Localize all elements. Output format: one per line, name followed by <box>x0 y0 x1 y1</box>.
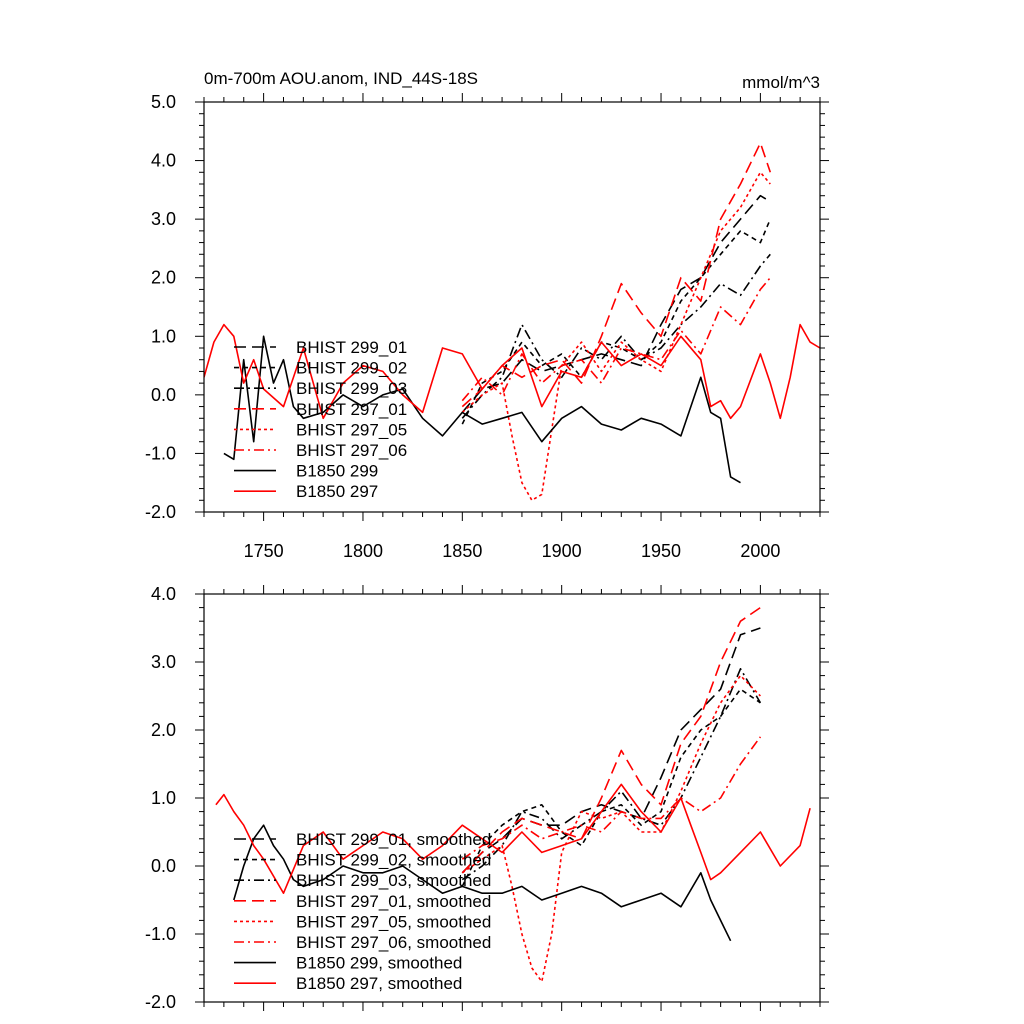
y-tick-label: -2.0 <box>145 502 176 522</box>
legend-label: B1850 299 <box>296 462 378 481</box>
y-tick-label: 0.0 <box>151 856 176 876</box>
legend-label: B1850 297, smoothed <box>296 974 462 993</box>
plot-frame <box>203 101 821 513</box>
top-panel: 1750 1800 1850 1900 1950 2000 -2.0 -1.0 0.0 1.0 2.… <box>145 92 829 561</box>
units-label: mmol/m^3 <box>742 73 820 92</box>
y-tick-label: -1.0 <box>145 443 176 463</box>
legend-label: BHIST 299_03 <box>296 379 407 398</box>
series-group <box>204 142 820 502</box>
legend-label: BHIST 297_01 <box>296 400 407 419</box>
y-tick-label: 3.0 <box>151 652 176 672</box>
y-tick-label: 1.0 <box>151 788 176 808</box>
x-tick-label: 2000 <box>740 541 780 561</box>
series-line-1 <box>461 194 771 413</box>
legend-label: BHIST 297_06, smoothed <box>296 933 491 952</box>
series-group <box>215 606 811 983</box>
legend-label: BHIST 297_01, smoothed <box>296 892 491 911</box>
x-tick-label: 1850 <box>442 541 482 561</box>
y-tick-label: 3.0 <box>151 209 176 229</box>
y-tick-label: 4.0 <box>151 151 176 171</box>
series-line-4 <box>461 142 772 408</box>
series-line-5 <box>461 171 771 502</box>
legend: BHIST 299_01, smoothed BHIST 299_02, smoo… <box>234 830 491 993</box>
series-line-8 <box>204 323 820 420</box>
series-line-1 <box>461 627 761 874</box>
legend-label: BHIST 299_01 <box>296 338 407 357</box>
series-line-5 <box>461 674 761 983</box>
legend-label: BHIST 297_05, smoothed <box>296 912 491 931</box>
series-line-6 <box>461 277 771 402</box>
legend-label: BHIST 299_01, smoothed <box>296 830 491 849</box>
x-tick-label: 1900 <box>542 541 582 561</box>
x-tick-label: 1800 <box>343 541 383 561</box>
series-line-3 <box>461 668 762 881</box>
legend-label: BHIST 299_03, smoothed <box>296 871 491 890</box>
bottom-panel: -2.0 -1.0 0.0 1.0 2.0 3.0 4.0 BHIST 299_01, smo… <box>145 584 829 1012</box>
x-tick-label: 1750 <box>244 541 284 561</box>
legend-label: B1850 299, smoothed <box>296 954 462 973</box>
plot-title: 0m-700m AOU.anom, IND_44S-18S <box>204 69 478 88</box>
series-line-7 <box>223 335 741 484</box>
legend-label: BHIST 297_06 <box>296 441 407 460</box>
legend-label: BHIST 299_02, smoothed <box>296 851 491 870</box>
series-line-2 <box>461 688 761 887</box>
y-tick-label: 2.0 <box>151 268 176 288</box>
series-line-3 <box>461 253 771 419</box>
y-tick-label: 2.0 <box>151 720 176 740</box>
x-tick-label: 1950 <box>641 541 681 561</box>
series-line-8 <box>215 783 811 894</box>
y-tick-label: 1.0 <box>151 326 176 346</box>
y-tick-label: 0.0 <box>151 385 176 405</box>
series-line-4 <box>461 606 761 874</box>
y-tick-label: -1.0 <box>145 924 176 944</box>
y-tick-label: 4.0 <box>151 584 176 604</box>
series-line-2 <box>461 218 772 425</box>
y-tick-label: -2.0 <box>145 992 176 1012</box>
legend-label: B1850 297 <box>296 482 378 501</box>
y-tick-label: 5.0 <box>151 92 176 112</box>
series-line-7 <box>233 824 732 942</box>
legend-label: BHIST 297_05 <box>296 420 407 439</box>
legend-label: BHIST 299_02 <box>296 359 407 378</box>
